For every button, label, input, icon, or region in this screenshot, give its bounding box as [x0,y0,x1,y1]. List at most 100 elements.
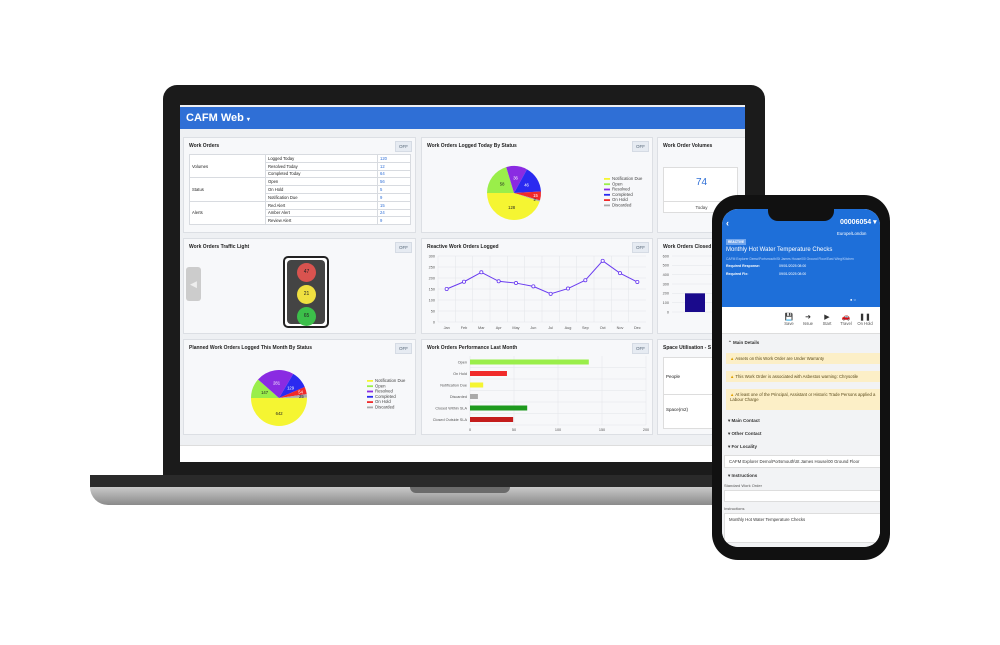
toolbar-issue-button[interactable]: ➜ Issue [799,313,817,326]
data-point[interactable] [444,287,449,292]
table-row: Alerts Red Alert 15 [189,200,411,226]
app-menu-caret[interactable]: ▾ [246,117,250,123]
instructions-toggle[interactable]: ▾ Instructions [728,473,758,478]
data-point[interactable] [583,278,588,283]
pie-slice[interactable] [514,169,541,193]
series-line [446,260,638,295]
bar[interactable] [470,417,514,422]
pie-slice[interactable] [514,191,541,201]
off-toggle[interactable]: OFF [632,343,649,354]
data-point[interactable] [531,284,536,289]
warning-labour: ▲ At least one of the Principal, Assista… [726,389,880,410]
pie-slice[interactable] [257,370,294,398]
panel-title: Reactive Work Orders Logged [427,244,499,250]
x-tick-label: 200 [643,428,649,432]
metric-value[interactable]: 9 [377,216,411,226]
metric-label: Red Alert [265,200,378,210]
panel-title: Work Orders Performance Last Month [427,345,518,351]
data-point[interactable] [617,271,622,276]
data-point[interactable] [496,279,501,284]
bar[interactable] [470,394,478,399]
metric-value[interactable]: 9 [377,192,411,202]
data-point[interactable] [548,291,553,296]
data-point[interactable] [600,258,605,263]
bar[interactable] [470,382,484,388]
app-title[interactable]: CAFM Web [186,112,244,124]
pie-slice[interactable] [279,394,307,398]
x-tick-label: Jan [444,326,450,330]
section-label: For Locality [731,444,758,449]
metric-value[interactable]: 120 [377,154,411,163]
toolbar-save-button[interactable]: 💾 Save [780,313,798,326]
instructions-field[interactable]: Monthly Hot Water Temperature Checks [724,513,880,543]
category-label: Discarded [450,395,467,399]
pie-slice[interactable] [514,193,540,202]
page-indicator[interactable]: ● ○ [850,297,856,302]
back-icon[interactable]: ‹ [726,218,729,228]
x-tick-label: Dec [634,326,641,330]
metric-value[interactable]: 64 [377,169,411,179]
x-tick-label: 50 [512,428,516,432]
other-contact-toggle[interactable]: ▾ Other Contact [728,431,762,436]
metric-value[interactable]: 24 [377,208,411,218]
off-toggle[interactable]: OFF [395,141,412,152]
pie-slice[interactable] [251,379,279,398]
pie-slice[interactable] [487,193,540,220]
data-point[interactable] [479,270,484,275]
required-response-value: 09/01/2025 08:00 [779,264,807,268]
metric-value[interactable]: 56 [377,177,411,187]
main-details-toggle[interactable]: ⌃ Main Details [728,340,760,345]
off-toggle[interactable]: OFF [632,242,649,253]
pie-slice[interactable] [487,167,514,193]
toolbar-start-button[interactable]: ▶ Start [818,313,836,326]
bar[interactable] [470,405,528,411]
data-point[interactable] [565,286,570,291]
bar[interactable] [470,359,589,365]
y-tick-label: 0 [667,310,669,314]
slice-label: 147 [261,390,269,395]
data-point[interactable] [462,279,467,284]
off-toggle[interactable]: OFF [632,141,649,152]
metric-value[interactable]: 12 [377,161,411,171]
pie-slice[interactable] [251,397,307,426]
legend-entry: Discarded [612,203,632,208]
off-toggle[interactable]: OFF [395,242,412,253]
metric-value[interactable]: 5 [377,185,411,194]
volume-value: 74 [695,177,708,188]
legend-entry: On Hold [612,197,628,202]
legend-swatch [604,193,610,196]
bar[interactable] [685,293,705,312]
standard-wo-field[interactable] [724,490,880,502]
pie-slice[interactable] [279,387,307,398]
legend-swatch [604,178,610,180]
main-contact-toggle[interactable]: ▾ Main Contact [728,418,760,423]
slice-label: 129 [287,385,295,390]
green-light-count: 65 [297,307,316,326]
laptop-notch [410,487,510,493]
instructions-label: Instructions [724,506,745,511]
metric-value[interactable]: 15 [377,200,411,210]
off-toggle[interactable]: OFF [395,343,412,354]
pie-slice[interactable] [506,166,527,193]
timezone: Europe/London [837,231,867,236]
toolbar-travel-button[interactable]: 🚗 Travel [837,313,855,326]
slice-label: 281 [273,380,281,385]
data-point[interactable] [635,279,640,284]
section-label: Main Contact [731,418,760,423]
carousel-prev-button[interactable]: ◀ [186,267,201,301]
for-locality-toggle[interactable]: ▾ For Locality [728,444,758,449]
laptop-base [90,487,830,505]
group-label: Volumes [189,153,266,179]
legend-swatch [604,204,610,207]
data-point[interactable] [514,281,519,286]
legend-entry: Open [612,181,623,186]
legend-swatch [604,188,610,191]
pie-slice[interactable] [279,373,305,398]
traffic-light: 47 21 65 [283,256,329,328]
locality-field[interactable]: CAFM Explorer Demo\Portsmouth\St James H… [724,455,880,468]
work-order-number[interactable]: 00006054 ▾ [840,219,877,226]
planned-logged-panel: Planned Work Orders Logged This Month By… [183,339,416,435]
panel-title: Work Order Volumes [663,143,713,149]
bar[interactable] [470,371,507,376]
toolbar-on-hold-button[interactable]: ❚❚ On Hold [856,313,874,326]
